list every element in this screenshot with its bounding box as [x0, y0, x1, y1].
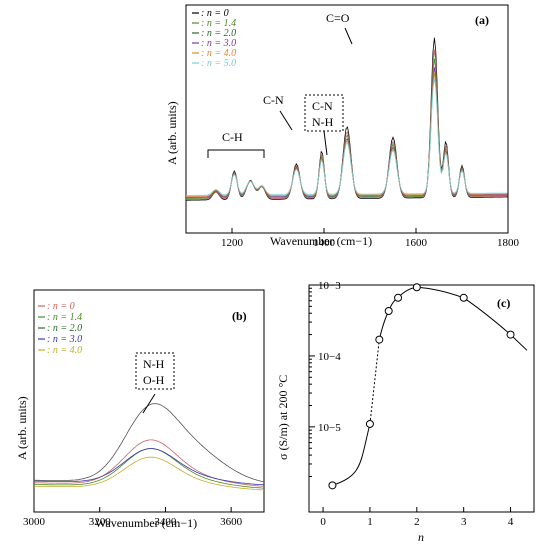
panel-b-xtick-label: 3200: [89, 516, 112, 528]
panel-c-ticks: 0 1 2 3 4 10−5 10−4 10−3: [309, 280, 514, 528]
panel-a-ticks: 1200 1400 1600 1800: [221, 228, 520, 249]
panel-a-legend-label: : n = 4.0: [201, 48, 236, 59]
annot-o-h-b: O-H: [143, 373, 165, 387]
panel-a: (a) 1200 1400 1600 1800 : n = 0: n = 1.4: n…: [165, 4, 520, 249]
panel-c-points: [328, 283, 515, 490]
annot-c-h-bracket: [207, 149, 265, 158]
panel-c-point: [328, 481, 337, 490]
panel-c-point: [412, 283, 421, 292]
annot-box-b: [135, 352, 175, 390]
panel-b-curves: [33, 403, 265, 491]
panel-b-ylabel: A (arb. units): [15, 396, 29, 460]
panel-a-legend-label: : n = 2.0: [201, 28, 236, 39]
panel-c-ylabel: σ (S/m) at 200 °C: [276, 375, 290, 460]
annot-n-h: N-H: [312, 115, 334, 129]
panel-b-xtick-label: 3600: [220, 516, 243, 528]
panel-b-legend-label: : n = 4.0: [47, 345, 82, 356]
annot-n-h-b: N-H: [143, 357, 165, 371]
panel-b-legend: : n = 0: n = 1.4: n = 2.0: n = 3.0: n = …: [38, 301, 82, 356]
panel-c-point: [506, 330, 515, 339]
panel-a-frame: [185, 4, 509, 234]
panel-b-xtick-label: 3000: [23, 516, 46, 528]
panel-b-tag: (b): [232, 309, 247, 323]
panel-c-xtick-label: 0: [320, 516, 326, 528]
panel-c-tag: (c): [497, 296, 510, 310]
panel-a-xtick-label: 1400: [313, 237, 336, 249]
annot-c-o: C=O: [326, 11, 350, 25]
panel-b-legend-label: : n = 3.0: [47, 334, 82, 345]
panel-b-legend-label: : n = 2.0: [47, 323, 82, 334]
panel-c-xtick-label: 3: [461, 516, 467, 528]
panel-b-series-0: [33, 403, 265, 483]
panel-c-ytick-label: 10−4: [318, 351, 341, 363]
panel-b-xlabel: Wavenumber (cm−1): [95, 516, 197, 530]
panel-c: (c) 0 1 2 3 4 10−5 10−4 10−3 n σ (S/m) at 200 °…: [276, 280, 535, 544]
panel-a-tag: (a): [475, 13, 489, 27]
panel-a-series-5: [186, 78, 508, 196]
panel-b-series-4: [34, 456, 265, 491]
panel-a-xtick-label: 1600: [405, 237, 428, 249]
annot-c-h: C-H: [222, 130, 243, 144]
panel-a-xlabel: Wavenumber (cm−1): [270, 234, 372, 248]
panel-c-point: [394, 293, 403, 302]
annot-c-o-arrow: [344, 27, 353, 45]
panel-a-xtick-label: 1800: [497, 237, 520, 249]
annot-c-n-2-arrow: [323, 130, 328, 156]
panel-a-legend: : n = 0: n = 1.4: n = 2.0: n = 3.0: n = …: [192, 8, 236, 69]
panel-b: (b) 3000 3200 3400 3600 : n = 0: n = 1.4: n…: [15, 289, 265, 530]
panel-a-xtick-label: 1200: [221, 237, 244, 249]
annot-b-arrow: [142, 393, 156, 414]
panel-a-legend-label: : n = 5.0: [201, 58, 236, 69]
panel-b-xtick-label: 3400: [154, 516, 177, 528]
panel-a-legend-label: : n = 0: [201, 8, 229, 19]
panel-a-ylabel: A (arb. units): [165, 101, 179, 165]
panel-c-xtick-label: 1: [367, 516, 373, 528]
panel-a-curves: [185, 37, 508, 201]
panel-c-point: [384, 307, 393, 316]
panel-c-xtick-label: 4: [508, 516, 514, 528]
annot-c-n-2: C-N: [312, 99, 333, 113]
panel-c-ytick-label: 10−5: [318, 422, 341, 434]
panel-b-frame: [33, 289, 265, 513]
panel-a-legend-label: : n = 1.4: [201, 18, 236, 29]
panel-a-legend-label: : n = 3.0: [201, 38, 236, 49]
annot-c-n-1-arrow: [279, 110, 293, 131]
panel-b-ticks: 3000 3200 3400 3600: [23, 507, 243, 528]
panel-b-series-1: [34, 439, 265, 487]
panel-c-curve-jump: [369, 339, 380, 424]
panel-b-legend-label: : n = 0: [47, 301, 75, 312]
annot-c-n-1: C-N: [263, 93, 284, 107]
panel-c-curve-low: [332, 423, 371, 486]
panel-c-point: [459, 293, 468, 302]
panel-c-frame: [308, 284, 535, 513]
panel-c-point: [365, 419, 374, 428]
panel-c-ytick-label: 10−3: [318, 280, 341, 292]
panel-b-series-3: [34, 448, 265, 486]
panel-c-xtick-label: 2: [414, 516, 420, 528]
panel-c-curve: [332, 286, 528, 486]
panel-c-point: [375, 335, 384, 344]
panel-c-xlabel: n: [418, 530, 424, 544]
panel-b-legend-label: : n = 1.4: [47, 312, 82, 323]
